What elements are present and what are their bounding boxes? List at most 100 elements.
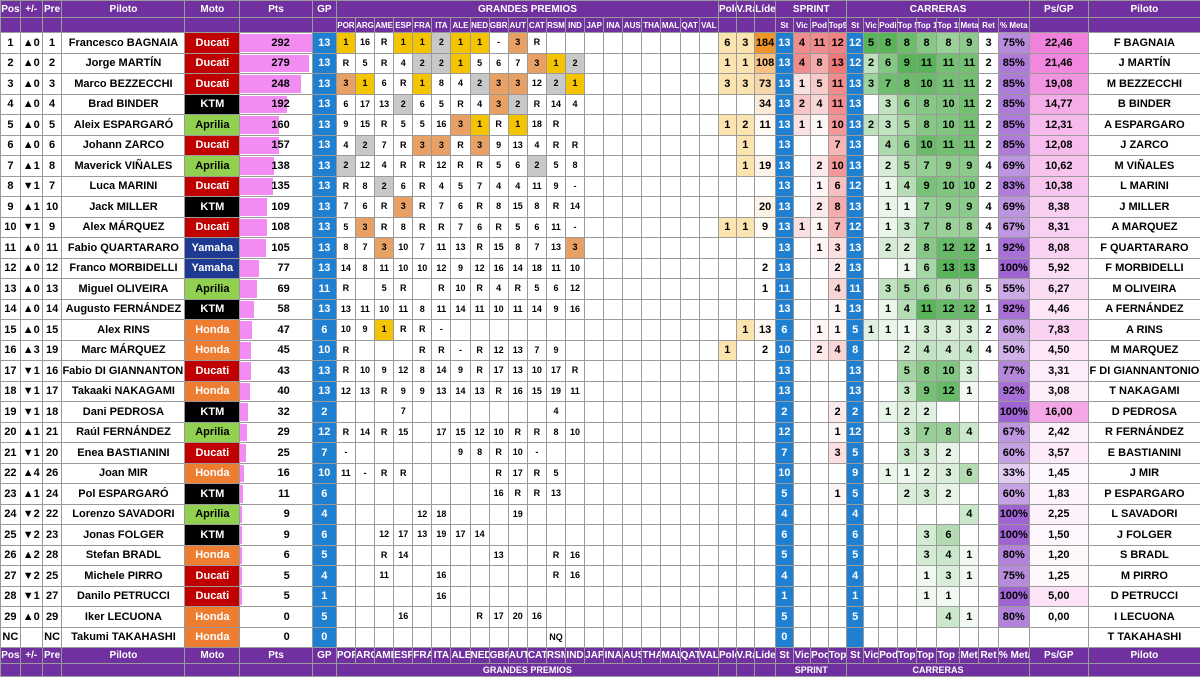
race-result: 13 bbox=[545, 237, 567, 259]
race-podiums bbox=[878, 626, 898, 648]
pole-count bbox=[717, 175, 737, 197]
sprint-podiums: 1 bbox=[810, 216, 829, 238]
race-result: 16 bbox=[564, 565, 586, 587]
race-starts: 6 bbox=[846, 524, 864, 546]
finish-percent: 33% bbox=[997, 462, 1030, 484]
race-result: 14 bbox=[431, 360, 452, 382]
position-change: ▲0 bbox=[19, 257, 43, 279]
race-result: 19 bbox=[431, 524, 452, 546]
finish-percent: 100% bbox=[997, 503, 1030, 525]
race-result: R bbox=[469, 196, 490, 218]
race-result: 5 bbox=[393, 114, 414, 136]
race-top5: 6 bbox=[896, 134, 917, 156]
team-badge: Aprilia bbox=[184, 114, 241, 136]
race-top5 bbox=[896, 565, 917, 587]
race-result bbox=[450, 565, 471, 587]
rider-row: 20 ▲1 21 Raúl FERNÁNDEZ Aprilia 29 12 R 14 R 15 17 1… bbox=[0, 421, 1200, 443]
race-result bbox=[660, 134, 681, 156]
gp-count: 4 bbox=[311, 565, 337, 587]
race-result bbox=[584, 462, 605, 484]
points-per-gp: 12,31 bbox=[1028, 114, 1089, 136]
race-finishes: 11 bbox=[959, 52, 980, 74]
race-finishes: 1 bbox=[959, 565, 980, 587]
race-code: INA bbox=[603, 17, 624, 33]
race-result: 11 bbox=[469, 298, 490, 320]
rider-short-name: J MIR bbox=[1087, 462, 1200, 484]
race-result: 16 bbox=[431, 585, 452, 607]
arrow-up-icon: ▲ bbox=[22, 610, 34, 623]
hdr-race-0: POR bbox=[335, 647, 356, 664]
gp-count: 13 bbox=[311, 175, 337, 197]
rider-name: Maverick VIÑALES bbox=[61, 155, 186, 177]
points-per-gp: 16,00 bbox=[1028, 401, 1089, 423]
race-result bbox=[679, 32, 700, 54]
sprint-starts: 13 bbox=[775, 155, 794, 177]
laps-led bbox=[754, 175, 777, 197]
race-result bbox=[622, 421, 643, 443]
race-result bbox=[641, 462, 662, 484]
rider-name: Pol ESPARGARÓ bbox=[61, 483, 186, 505]
race-result bbox=[431, 626, 452, 648]
race-result bbox=[679, 298, 700, 320]
race-wins bbox=[862, 175, 880, 197]
race-top15: 12 bbox=[936, 380, 961, 402]
laps-led: 1 bbox=[754, 278, 777, 300]
points-per-gp: 3,31 bbox=[1028, 360, 1089, 382]
race-result bbox=[698, 606, 719, 628]
race-starts: 13 bbox=[846, 360, 864, 382]
race-starts: 13 bbox=[846, 196, 864, 218]
pole-count bbox=[717, 257, 737, 279]
sprint-wins bbox=[792, 524, 812, 546]
race-result bbox=[584, 175, 605, 197]
race-result bbox=[603, 421, 624, 443]
points-value: 43 bbox=[277, 364, 290, 377]
race-result bbox=[584, 585, 605, 607]
hdr-carrera-col: St bbox=[846, 647, 864, 664]
race-top10: 2 bbox=[915, 401, 938, 423]
hdr-carrera-col: Top 5 bbox=[896, 647, 917, 664]
race-retirements bbox=[978, 565, 999, 587]
sprint-wins bbox=[792, 237, 812, 259]
race-starts: 1 bbox=[846, 585, 864, 607]
team-badge: KTM bbox=[184, 483, 241, 505]
rider-name: Dani PEDROSA bbox=[61, 401, 186, 423]
race-top10 bbox=[915, 606, 938, 628]
race-result bbox=[698, 462, 719, 484]
rider-short-name: S BRADL bbox=[1087, 544, 1200, 566]
race-top15: 2 bbox=[936, 442, 961, 464]
race-result bbox=[374, 626, 395, 648]
race-top5 bbox=[896, 585, 917, 607]
previous-position: 20 bbox=[41, 442, 63, 464]
points-value: 9 bbox=[283, 508, 290, 521]
race-top15 bbox=[936, 401, 961, 423]
position-change: ▼1 bbox=[19, 360, 43, 382]
hdr-vrap: V.Rap bbox=[735, 647, 756, 664]
race-result: R bbox=[412, 339, 433, 361]
race-result bbox=[450, 626, 471, 648]
race-result bbox=[622, 73, 643, 95]
race-result bbox=[660, 462, 681, 484]
race-top5 bbox=[896, 544, 917, 566]
race-code: FRA bbox=[412, 17, 433, 33]
sprint-starts: 13 bbox=[775, 298, 794, 320]
race-result: 11 bbox=[354, 298, 376, 320]
points: 0 bbox=[239, 606, 313, 628]
change-value: 1 bbox=[33, 487, 40, 500]
race-result: 9 bbox=[450, 442, 471, 464]
race-top15: 8 bbox=[936, 421, 961, 443]
race-finishes bbox=[959, 442, 980, 464]
race-result bbox=[603, 524, 624, 546]
race-result: 16 bbox=[564, 298, 586, 320]
points: 0 bbox=[239, 626, 313, 648]
change-value: 2 bbox=[33, 549, 40, 562]
hdr-moto: Moto bbox=[184, 0, 241, 18]
gp-count: 13 bbox=[311, 134, 337, 156]
race-result bbox=[564, 32, 586, 54]
race-top10: 2 bbox=[915, 462, 938, 484]
rider-short-name: T NAKAGAMI bbox=[1087, 380, 1200, 402]
race-result: 12 bbox=[374, 524, 395, 546]
pole-count bbox=[717, 462, 737, 484]
race-starts: 11 bbox=[846, 278, 864, 300]
arrow-up-icon: ▲ bbox=[22, 549, 34, 562]
race-result bbox=[679, 524, 700, 546]
